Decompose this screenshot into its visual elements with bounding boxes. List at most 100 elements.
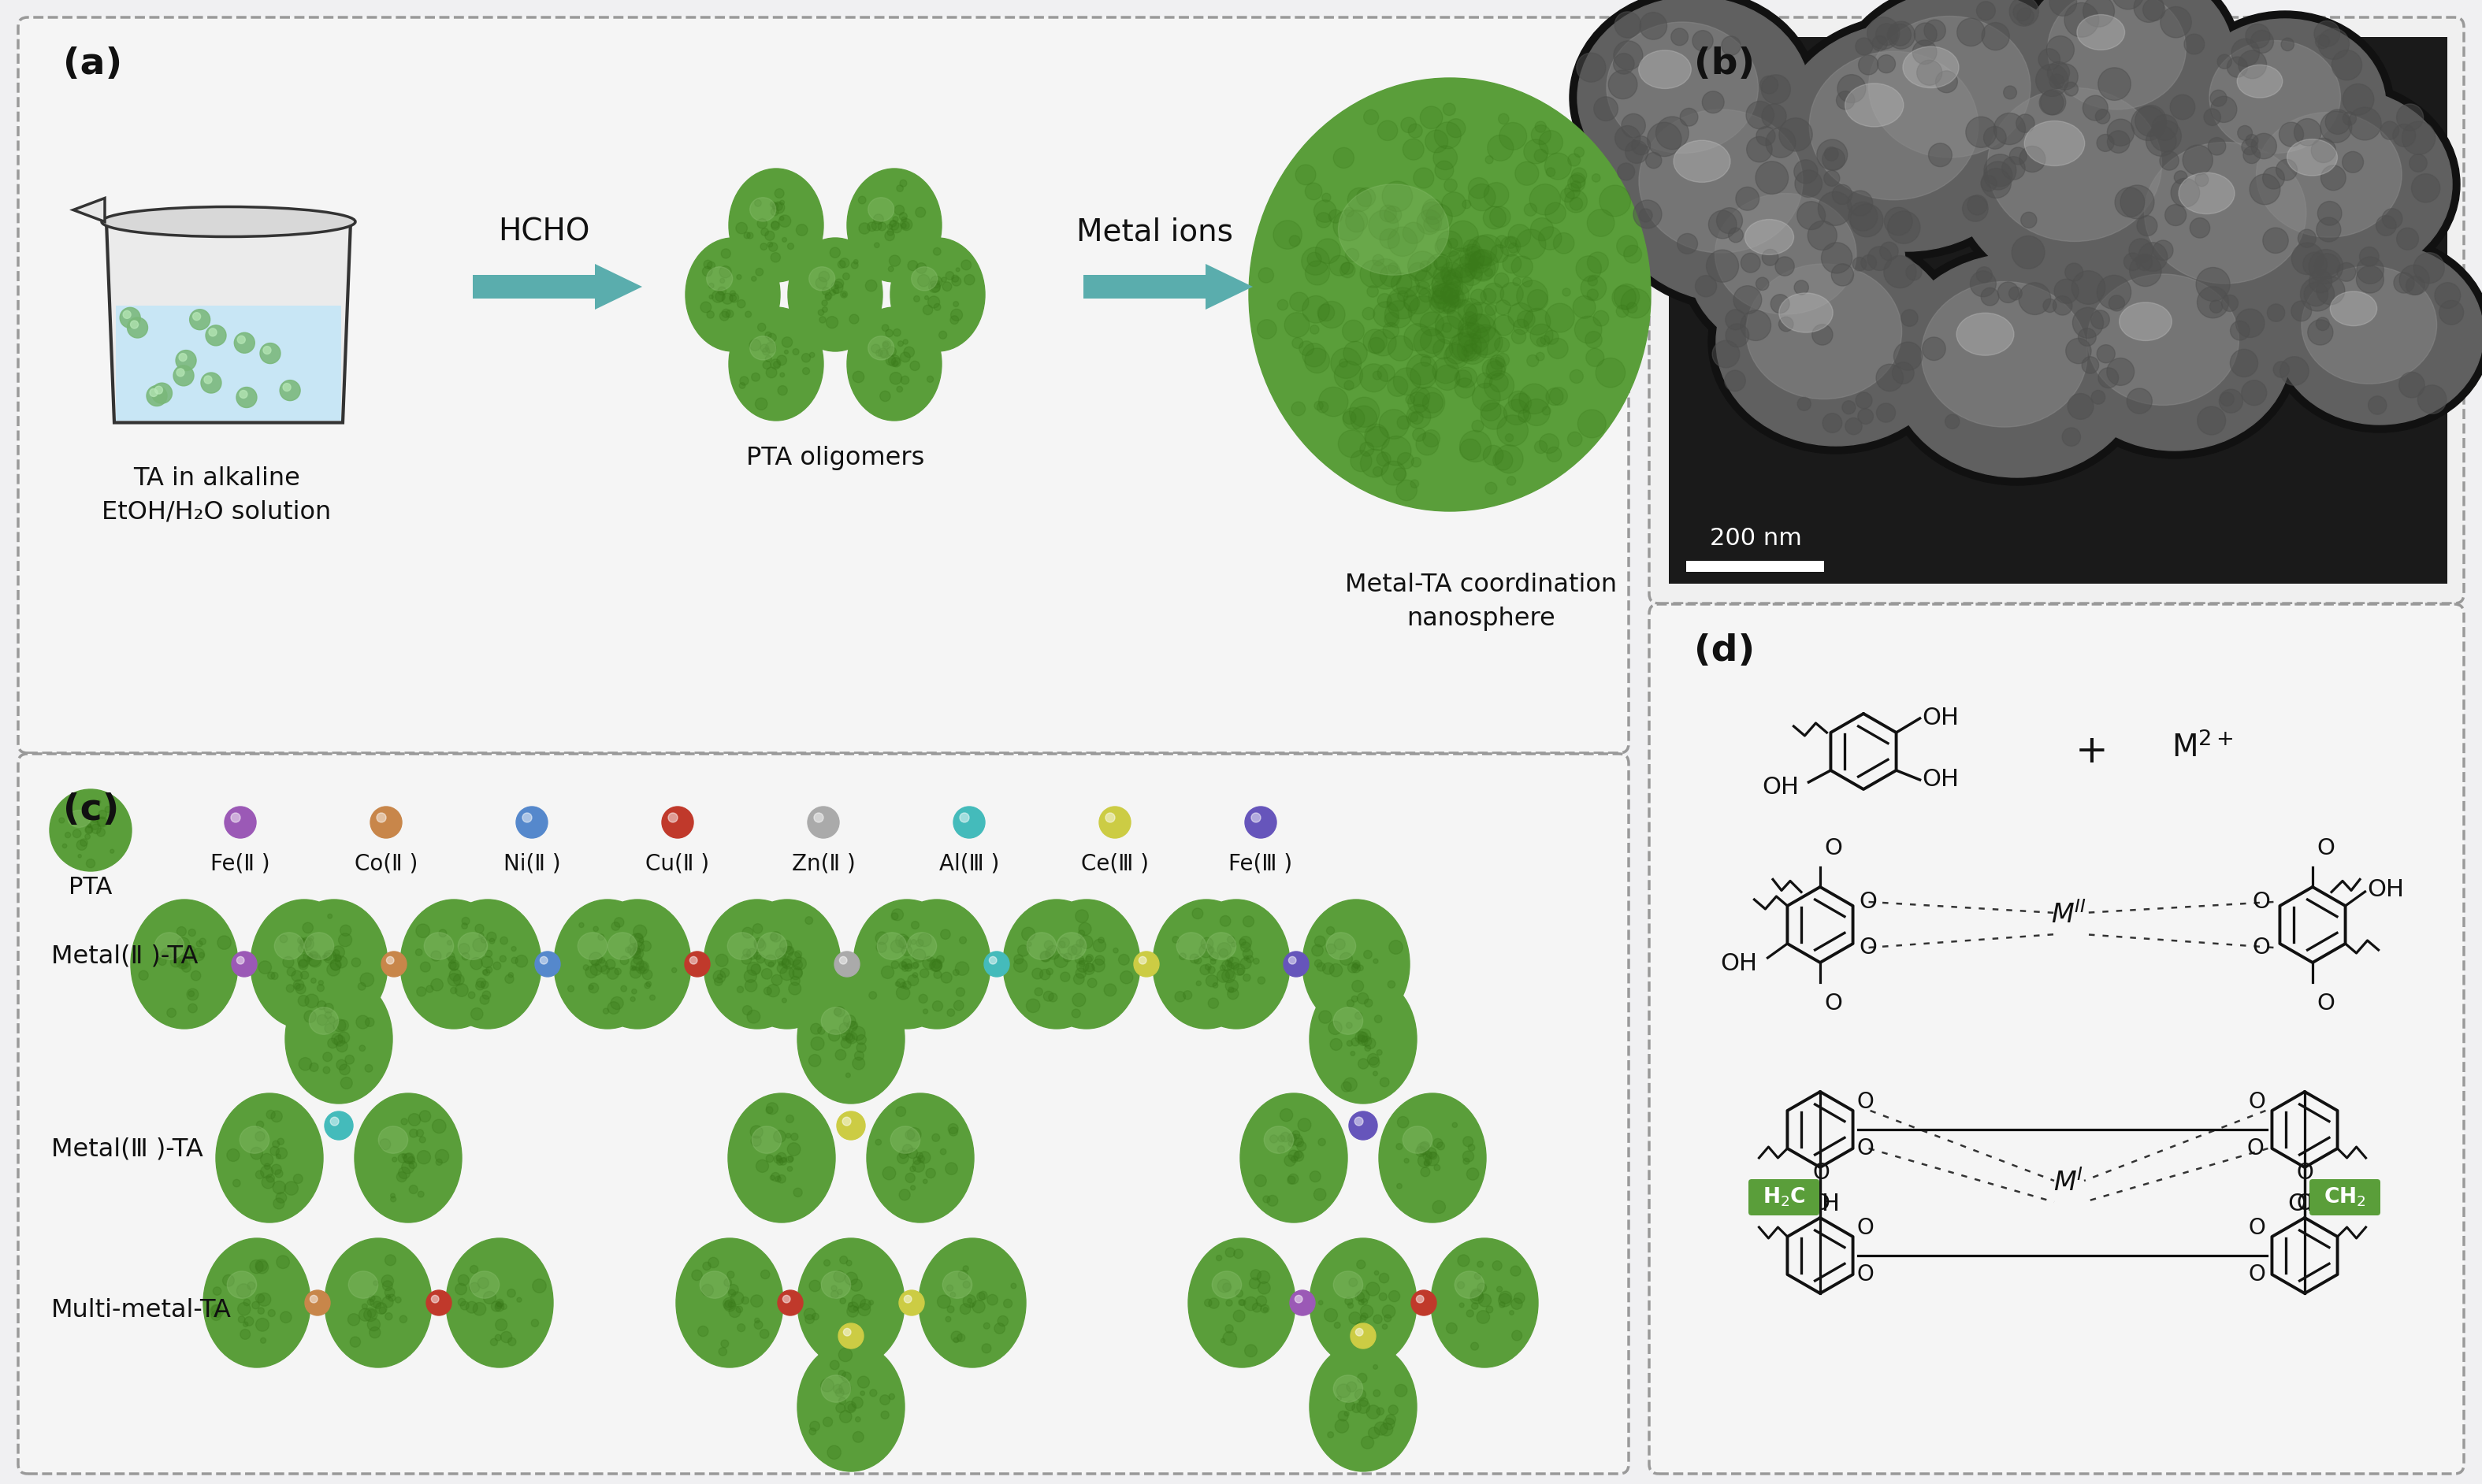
Ellipse shape xyxy=(1335,939,1345,950)
Ellipse shape xyxy=(1353,981,1363,991)
Ellipse shape xyxy=(978,1291,988,1300)
Circle shape xyxy=(1104,813,1114,822)
Ellipse shape xyxy=(923,1009,928,1014)
Circle shape xyxy=(1464,239,1479,257)
Ellipse shape xyxy=(256,1171,263,1178)
Circle shape xyxy=(1494,337,1509,352)
Circle shape xyxy=(2072,307,2102,338)
Ellipse shape xyxy=(608,1002,620,1014)
Ellipse shape xyxy=(1248,1278,1261,1288)
Ellipse shape xyxy=(779,966,794,981)
Circle shape xyxy=(1340,263,1353,275)
Ellipse shape xyxy=(1201,938,1214,950)
Ellipse shape xyxy=(846,1260,851,1266)
Ellipse shape xyxy=(834,288,839,294)
Circle shape xyxy=(1499,114,1509,125)
Circle shape xyxy=(1487,361,1504,380)
Circle shape xyxy=(2065,82,2077,96)
Ellipse shape xyxy=(953,301,958,307)
Text: Cu(Ⅱ ): Cu(Ⅱ ) xyxy=(645,852,710,874)
Ellipse shape xyxy=(1015,954,1023,965)
Circle shape xyxy=(1797,202,1824,230)
Circle shape xyxy=(2405,276,2425,295)
Text: (b): (b) xyxy=(1695,46,1755,82)
Ellipse shape xyxy=(310,1063,318,1071)
Text: H$_2$C: H$_2$C xyxy=(1762,1186,1804,1208)
Ellipse shape xyxy=(84,827,92,834)
Ellipse shape xyxy=(1953,58,2221,295)
Ellipse shape xyxy=(434,899,541,1028)
Ellipse shape xyxy=(1248,79,1651,510)
Ellipse shape xyxy=(598,957,606,963)
Ellipse shape xyxy=(787,1134,792,1138)
Ellipse shape xyxy=(1075,910,1090,923)
Circle shape xyxy=(2239,50,2266,79)
Ellipse shape xyxy=(908,261,918,270)
Ellipse shape xyxy=(462,953,469,960)
Ellipse shape xyxy=(812,1037,824,1051)
Ellipse shape xyxy=(1946,50,2229,303)
Ellipse shape xyxy=(1296,1141,1306,1152)
Circle shape xyxy=(536,951,561,976)
Circle shape xyxy=(516,807,549,838)
Circle shape xyxy=(1308,252,1320,267)
Ellipse shape xyxy=(782,237,787,242)
Ellipse shape xyxy=(1114,948,1119,953)
Ellipse shape xyxy=(948,1128,958,1135)
Ellipse shape xyxy=(727,1284,740,1296)
Text: O: O xyxy=(2249,1217,2266,1239)
Ellipse shape xyxy=(253,1301,261,1309)
Ellipse shape xyxy=(449,962,459,971)
Circle shape xyxy=(1546,303,1574,332)
Ellipse shape xyxy=(2105,107,2370,340)
Ellipse shape xyxy=(802,353,812,362)
Circle shape xyxy=(1457,334,1487,364)
Circle shape xyxy=(432,1296,439,1303)
Ellipse shape xyxy=(382,1297,392,1307)
Ellipse shape xyxy=(630,966,635,971)
Ellipse shape xyxy=(772,975,782,985)
Ellipse shape xyxy=(918,1238,1025,1367)
Ellipse shape xyxy=(1291,1134,1303,1146)
Circle shape xyxy=(1430,285,1452,309)
Ellipse shape xyxy=(333,945,345,959)
Ellipse shape xyxy=(1328,1021,1343,1034)
Circle shape xyxy=(1618,163,1636,181)
Ellipse shape xyxy=(405,1153,414,1163)
Ellipse shape xyxy=(176,938,189,950)
Ellipse shape xyxy=(1325,926,1335,935)
Ellipse shape xyxy=(1358,1058,1368,1068)
Text: PTA oligomers: PTA oligomers xyxy=(747,445,923,470)
Ellipse shape xyxy=(1087,978,1097,987)
Ellipse shape xyxy=(923,956,936,969)
Ellipse shape xyxy=(898,962,906,969)
Circle shape xyxy=(1747,101,1775,129)
Circle shape xyxy=(2400,372,2425,398)
Ellipse shape xyxy=(630,997,635,1002)
Ellipse shape xyxy=(1209,966,1216,974)
Ellipse shape xyxy=(1256,1296,1266,1306)
Ellipse shape xyxy=(390,1193,395,1198)
Ellipse shape xyxy=(300,938,313,951)
Ellipse shape xyxy=(767,1103,777,1114)
Ellipse shape xyxy=(745,971,757,982)
Ellipse shape xyxy=(918,275,931,286)
Ellipse shape xyxy=(139,971,149,979)
Ellipse shape xyxy=(236,1284,251,1297)
Ellipse shape xyxy=(161,948,174,960)
Ellipse shape xyxy=(472,938,486,951)
Ellipse shape xyxy=(772,202,784,214)
Circle shape xyxy=(1459,316,1479,337)
Ellipse shape xyxy=(844,1331,849,1337)
Circle shape xyxy=(1350,398,1380,427)
Circle shape xyxy=(1963,196,1988,221)
Ellipse shape xyxy=(635,962,648,974)
Ellipse shape xyxy=(625,947,630,953)
Ellipse shape xyxy=(886,329,894,337)
Text: O: O xyxy=(1824,993,1842,1015)
Ellipse shape xyxy=(881,390,891,401)
Circle shape xyxy=(1876,404,1896,423)
Ellipse shape xyxy=(757,954,764,963)
Ellipse shape xyxy=(308,935,313,941)
Circle shape xyxy=(1521,278,1531,286)
